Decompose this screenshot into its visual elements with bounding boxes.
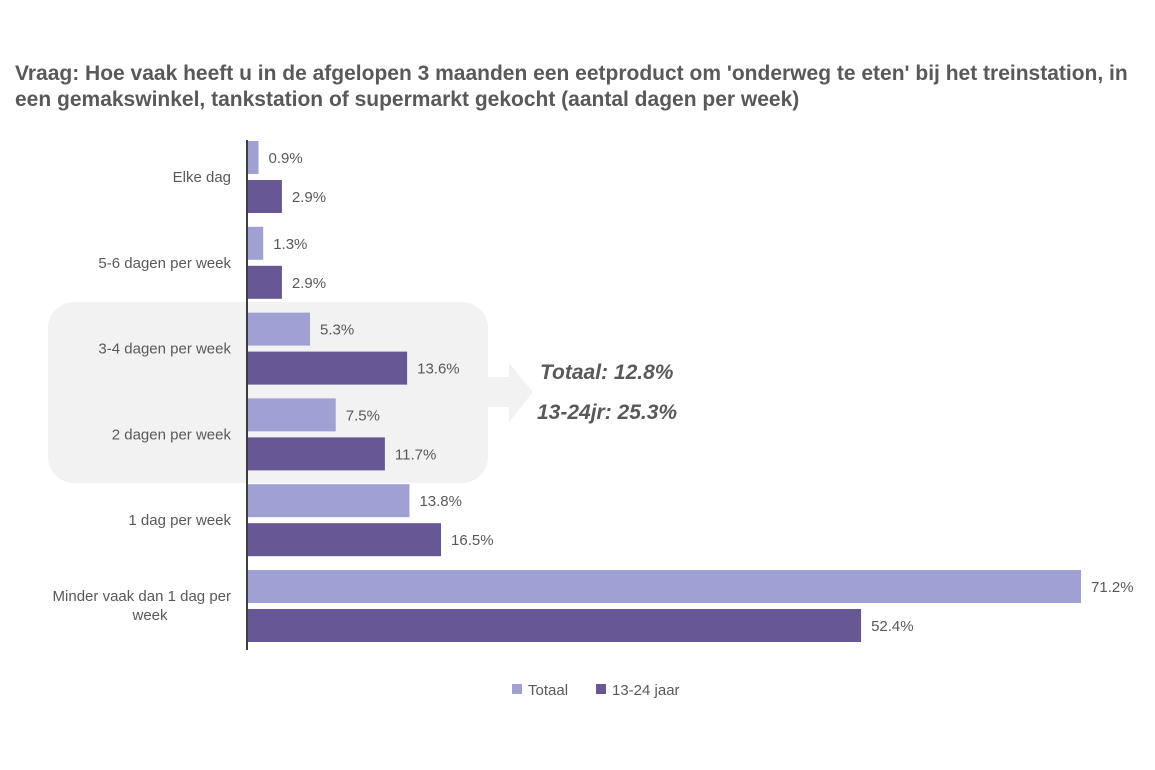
highlight-arrow [488,363,533,422]
data-label: 16.5% [451,532,494,549]
data-label: 1.3% [273,236,307,253]
callout-13-24: 13-24jr: 25.3% [537,401,677,424]
legend-swatch [512,684,522,694]
chart-title: Vraag: Hoe vaak heeft u in de afgelopen … [15,62,1128,111]
bar-totaal [248,141,259,174]
bar-13-24-jaar [248,180,282,213]
bar-13-24-jaar [248,609,862,642]
legend: Totaal 13-24 jaar [512,682,680,699]
data-label: 11.7% [395,446,436,463]
data-label: 52.4% [871,618,914,635]
data-label: 0.9% [269,150,303,167]
legend-label: 13-24 jaar [612,682,680,699]
data-label: 13.6% [417,361,460,378]
category-label: 5-6 dagen per week [98,255,231,272]
bar-totaal [248,226,264,260]
category-label: 1 dag per week [128,512,231,529]
bar-totaal [248,312,311,346]
bar-totaal [248,484,410,518]
callout-totaal: Totaal: 12.8% [540,361,674,384]
category-label: Minder vaak dan 1 dag per week [53,588,231,624]
data-label: 2.9% [292,275,326,292]
data-label: 7.5% [346,407,380,424]
bar-totaal [248,398,336,432]
data-label: 13.8% [419,493,462,510]
category-label: 3-4 dagen per week [98,341,231,358]
bar-13-24-jaar [248,523,442,557]
bar-13-24-jaar [248,265,282,299]
bar-13-24-jaar [248,437,385,471]
category-label: 2 dagen per week [112,426,232,443]
data-label: 2.9% [292,189,326,206]
legend-label: Totaal [528,682,568,699]
bar-totaal [248,570,1082,603]
category-label: Elke dag [173,169,231,186]
bar-13-24-jaar [248,351,408,385]
data-label: 71.2% [1091,579,1134,596]
legend-swatch [596,684,606,694]
data-label: 5.3% [320,322,354,339]
